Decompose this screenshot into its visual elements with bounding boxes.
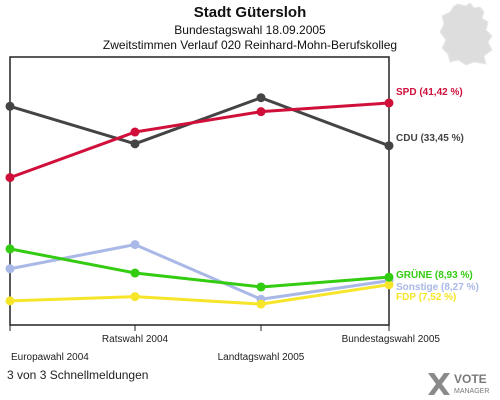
chart-title: Stadt Gütersloh — [193, 4, 307, 21]
data-point-fdp — [384, 280, 394, 290]
data-point-sonstige — [130, 240, 140, 250]
data-point-spd — [384, 98, 394, 108]
x-tick-label: Ratswahl 2004 — [102, 334, 169, 345]
logo-text-2: MANAGER — [454, 388, 489, 395]
data-point-grüne — [384, 272, 394, 282]
series-label-fdp: FDP (7,52 %) — [396, 292, 456, 303]
data-point-cdu — [5, 101, 15, 111]
data-point-fdp — [5, 296, 15, 306]
logo-text-1: VOTE — [454, 372, 487, 386]
x-tick-label: Landtagswahl 2005 — [218, 352, 305, 363]
data-point-grüne — [130, 268, 140, 278]
data-point-fdp — [130, 292, 140, 302]
x-tick-label: Bundestagswahl 2005 — [342, 334, 441, 345]
chart-subtitle: Bundestagswahl 18.09.2005 — [174, 23, 326, 37]
germany-map-icon — [439, 2, 493, 66]
series-label-cdu: CDU (33,45 %) — [396, 133, 464, 144]
data-point-grüne — [256, 282, 266, 292]
data-point-cdu — [256, 93, 266, 103]
series-line-sonstige — [9, 243, 390, 301]
data-point-spd — [130, 127, 140, 137]
series-label-sonstige: Sonstige (8,27 %) — [396, 282, 479, 293]
series-line-grüne — [9, 247, 390, 289]
x-tick-label: Europawahl 2004 — [11, 352, 89, 363]
data-point-spd — [256, 107, 266, 117]
plot-area-frame — [9, 56, 390, 326]
data-point-spd — [5, 173, 15, 183]
series-label-grüne: GRÜNE (8,93 %) — [396, 268, 473, 281]
series-line-spd — [9, 101, 390, 180]
series-line-fdp — [9, 283, 390, 306]
series-label-spd: SPD (41,42 %) — [396, 87, 463, 98]
data-point-cdu — [130, 139, 140, 149]
data-point-grüne — [5, 244, 15, 254]
data-point-fdp — [256, 299, 266, 309]
data-point-sonstige — [5, 264, 15, 274]
chart-subtitle-2: Zweitstimmen Verlauf 020 Reinhard-Mohn-B… — [102, 38, 398, 52]
footer-note: 3 von 3 Schnellmeldungen — [7, 368, 149, 382]
data-point-cdu — [384, 141, 394, 151]
vote-manager-logo: VOTE MANAGER — [428, 372, 489, 395]
